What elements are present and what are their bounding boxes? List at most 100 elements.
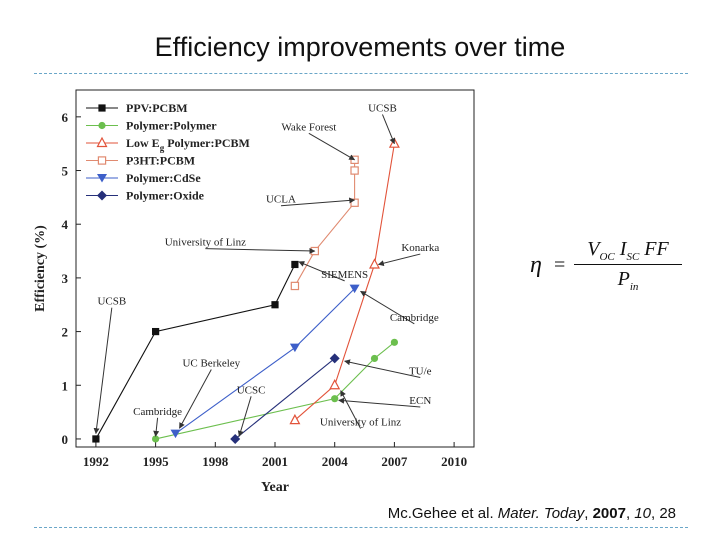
- y-tick-label: 5: [62, 164, 69, 179]
- legend-label-text: Polymer:Polymer: [126, 119, 217, 133]
- data-point-ppv: [271, 301, 279, 309]
- data-point-polymer_polymer: [331, 395, 339, 403]
- annotation-label: TU/e: [409, 366, 432, 378]
- annotation-label: UC Berkeley: [182, 357, 240, 369]
- equation-equals: =: [554, 254, 566, 276]
- eq-v: V: [587, 238, 600, 260]
- annotation-label: UCSB: [368, 102, 397, 114]
- citation-authors: Mc.Gehee et al.: [387, 505, 498, 522]
- citation-page: 28: [659, 505, 676, 522]
- x-tick-label: 2004: [322, 454, 349, 469]
- annotation-label: UCSC: [237, 384, 266, 396]
- annotation-arrow: [237, 396, 252, 437]
- y-tick-label: 1: [62, 378, 69, 393]
- annotation-arrow: [377, 253, 421, 267]
- annotation-arrow: [280, 197, 356, 207]
- citation-sep3: ,: [650, 505, 660, 522]
- data-point-polymer_polymer: [370, 354, 379, 363]
- legend-marker: [96, 136, 108, 148]
- x-tick-label: 2007: [381, 454, 408, 469]
- eq-i: I: [619, 238, 627, 260]
- equation-denominator: Pin: [576, 268, 680, 293]
- legend-label-text: Polymer:Oxide: [126, 189, 205, 203]
- eq-i-sub: SC: [626, 251, 640, 263]
- data-point-p3ht: [290, 281, 300, 291]
- data-point-oxide: [329, 353, 340, 364]
- top-divider: [34, 73, 688, 74]
- legend-marker: [97, 190, 107, 201]
- legend-label-subscript: g: [160, 143, 165, 153]
- annotation-label: ECN: [409, 395, 431, 407]
- x-axis-label: Year: [261, 480, 289, 495]
- x-tick-label: 2010: [441, 454, 467, 469]
- y-tick-label: 4: [62, 217, 69, 232]
- data-point-oxide: [230, 433, 241, 444]
- legend-label: Polymer:CdSe: [126, 171, 201, 185]
- x-tick-label: 1995: [143, 454, 170, 469]
- efficiency-chart: 1992 1995 1998 2001 2004 2007 2010 0 1 2 3 4 5 6 Year E…: [33, 89, 475, 495]
- annotation-arrow: [179, 369, 212, 429]
- legend-label-text: Polymer:CdSe: [126, 171, 201, 185]
- x-tick-label: 2001: [262, 454, 288, 469]
- data-point-low_eg: [329, 378, 341, 390]
- legend-label-text: P3HT:PCBM: [126, 154, 195, 168]
- series-line-polymer_polymer: [155, 341, 395, 440]
- data-point-ppv: [92, 435, 100, 443]
- series-line-oxide: [234, 357, 336, 440]
- annotation-arrow: [344, 359, 421, 379]
- series-line-ppv: [95, 264, 296, 440]
- equation-numerator: VOC ISC FF: [576, 238, 680, 263]
- legend-marker: [98, 104, 106, 112]
- eq-v-sub: OC: [599, 251, 615, 263]
- legend-label-text: PPV:PCBM: [126, 101, 188, 115]
- data-point-polymer_polymer: [390, 338, 398, 346]
- annotation-label: Konarka: [401, 242, 439, 254]
- citation-journal: Mater. Today: [497, 505, 585, 522]
- annotation-label: UCSB: [97, 296, 126, 308]
- citation-sep2: ,: [625, 505, 635, 522]
- eq-p-sub: in: [629, 281, 639, 293]
- data-point-cdse: [170, 429, 181, 439]
- equation-fraction-bar: [574, 264, 682, 265]
- legend-marker: [98, 121, 106, 130]
- y-axis-label: Efficiency (%): [33, 225, 48, 312]
- annotation-label: SIEMENS: [321, 269, 368, 281]
- annotation-arrow: [205, 247, 316, 254]
- legend-label: P3HT:PCBM: [126, 154, 195, 168]
- data-point-p3ht: [350, 166, 359, 175]
- y-tick-label: 3: [62, 271, 69, 286]
- x-tick-label: 1998: [202, 454, 229, 469]
- citation-sep1: ,: [584, 505, 593, 522]
- y-tick-label: 2: [62, 325, 69, 340]
- annotation-arrow: [93, 307, 113, 435]
- data-point-ppv: [291, 260, 299, 269]
- legend-label-rest: Polymer:PCBM: [164, 136, 250, 150]
- eq-ff: FF: [644, 238, 669, 260]
- series-line-low_eg: [294, 143, 395, 421]
- data-point-cdse: [349, 284, 360, 294]
- series-line-p3ht: [294, 159, 356, 287]
- citation-year: 2007: [592, 505, 626, 522]
- annotation-label: Cambridge: [133, 406, 182, 418]
- legend-label-text: Low E: [126, 136, 160, 150]
- data-point-cdse: [289, 343, 300, 353]
- y-tick-label: 0: [62, 432, 69, 447]
- annotation-label: University of Linz: [165, 237, 246, 249]
- annotation-arrow: [381, 114, 396, 145]
- y-tick-label: 6: [62, 110, 69, 125]
- annotation-label: UCLA: [266, 194, 296, 206]
- x-tick-label: 1992: [83, 454, 109, 469]
- annotation-arrow: [338, 397, 421, 408]
- data-point-low_eg: [369, 258, 380, 269]
- equation-eta: η: [530, 252, 542, 278]
- legend-marker: [97, 174, 107, 183]
- annotation-label: Cambridge: [390, 312, 439, 324]
- annotation-arrow: [298, 261, 345, 282]
- slide-title: Efficiency improvements over time: [154, 32, 566, 62]
- annotation-arrow: [340, 390, 362, 429]
- eq-p: P: [617, 268, 630, 290]
- data-point-low_eg: [289, 413, 301, 425]
- legend-label: PPV:PCBM: [126, 101, 188, 115]
- citation: Mc.Gehee et al. Mater. Today, 2007, 10, …: [0, 505, 676, 522]
- bottom-divider: [34, 527, 688, 528]
